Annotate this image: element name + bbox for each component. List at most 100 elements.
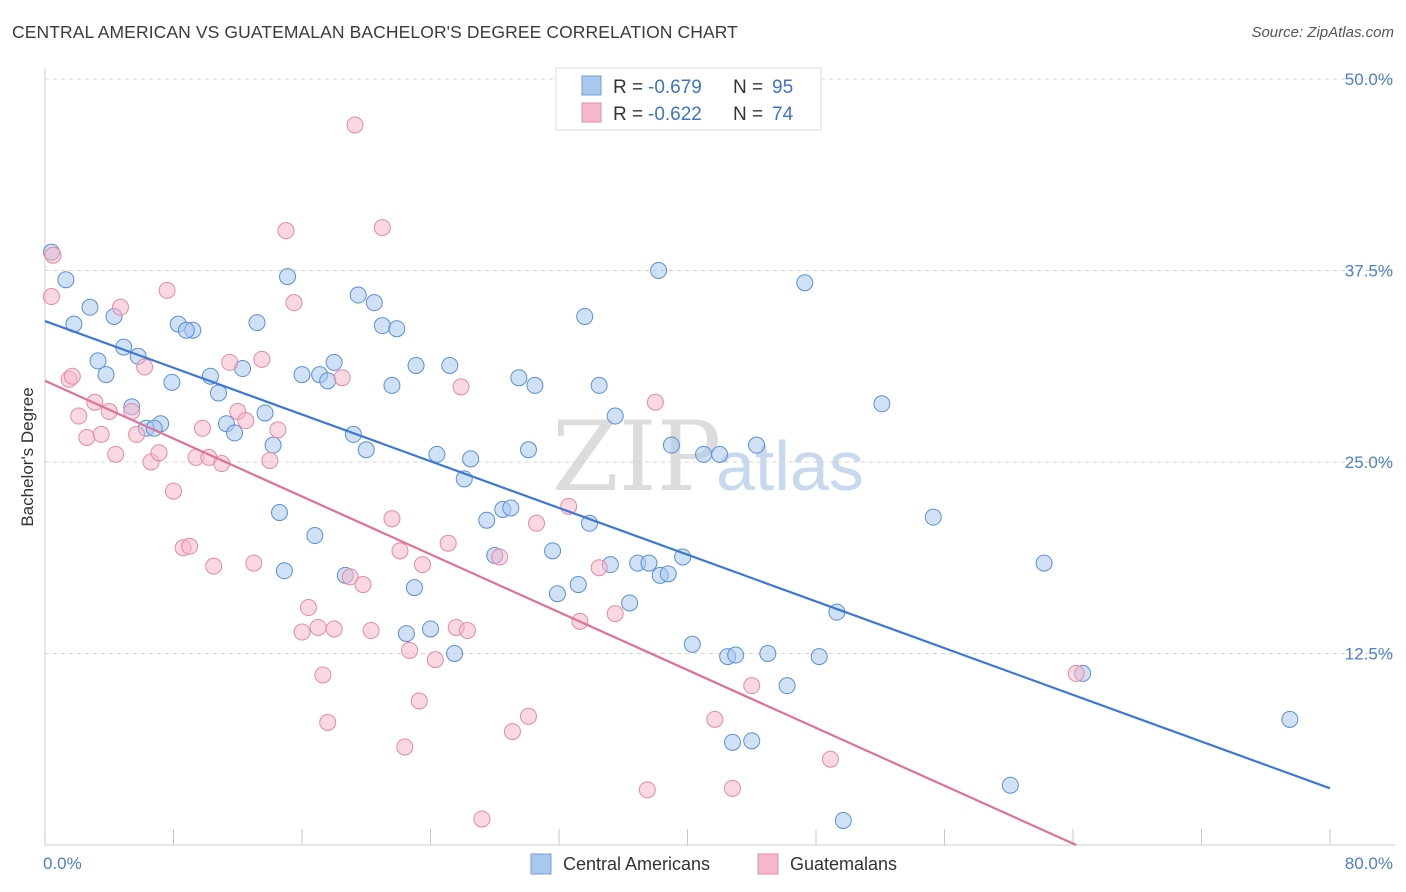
- data-point: [452, 378, 470, 396]
- data-point: [810, 648, 828, 666]
- data-point: [924, 508, 942, 526]
- data-point: [569, 576, 587, 594]
- y-axis-tick-labels: 12.5% 25.0% 37.5% 50.0%: [1345, 70, 1393, 664]
- data-point: [81, 298, 99, 316]
- data-point: [177, 321, 195, 339]
- bottom-legend-label-central-americans: Central Americans: [563, 854, 710, 874]
- data-point: [89, 352, 107, 370]
- data-point: [503, 723, 521, 741]
- data-point: [491, 548, 509, 566]
- y-tick-label: 37.5%: [1345, 262, 1393, 281]
- data-point: [743, 732, 761, 750]
- legend-r-label-1: R =: [613, 77, 643, 98]
- data-point: [333, 369, 351, 387]
- data-point: [519, 441, 537, 459]
- data-point: [293, 366, 311, 384]
- data-point: [111, 298, 129, 316]
- data-point: [354, 576, 372, 594]
- data-point: [275, 562, 293, 580]
- data-point: [458, 622, 476, 640]
- data-point: [606, 407, 624, 425]
- x-tick-label-min: 0.0%: [43, 854, 82, 873]
- data-point: [325, 620, 343, 638]
- bottom-legend-swatch-central-americans: [530, 853, 552, 875]
- axes: [44, 68, 1395, 846]
- data-point: [796, 274, 814, 292]
- data-point: [388, 320, 406, 338]
- data-point: [193, 419, 211, 437]
- data-point: [426, 651, 444, 669]
- data-point: [92, 425, 110, 443]
- data-point: [349, 286, 367, 304]
- legend-n-value-2: 74: [772, 104, 794, 125]
- data-point: [299, 599, 317, 617]
- data-point: [711, 445, 729, 463]
- data-point: [128, 425, 146, 443]
- data-point: [256, 404, 274, 422]
- data-point: [325, 353, 343, 371]
- data-point: [319, 713, 337, 731]
- chart-title: CENTRAL AMERICAN VS GUATEMALAN BACHELOR'…: [12, 22, 738, 42]
- y-tick-label: 12.5%: [1345, 645, 1393, 664]
- data-point: [362, 622, 380, 640]
- data-point: [57, 271, 75, 289]
- data-point: [279, 268, 297, 286]
- bottom-legend-swatch-guatemalans: [757, 853, 779, 875]
- data-point: [834, 811, 852, 829]
- legend-swatch-guatemalans: [581, 102, 602, 123]
- data-point: [397, 625, 415, 643]
- data-point: [107, 445, 125, 463]
- data-point: [306, 527, 324, 545]
- data-point: [373, 317, 391, 335]
- data-point: [606, 605, 624, 623]
- data-point: [285, 294, 303, 312]
- trend-lines: [44, 320, 1331, 847]
- y-tick-label: 50.0%: [1345, 70, 1393, 89]
- data-point: [646, 393, 664, 411]
- watermark-atlas: atlas: [716, 427, 864, 505]
- data-point: [357, 441, 375, 459]
- data-point: [165, 482, 182, 500]
- data-point: [209, 384, 227, 402]
- data-point: [63, 367, 81, 385]
- data-point: [821, 750, 839, 768]
- data-point: [462, 450, 480, 468]
- data-point: [253, 350, 271, 368]
- data-point: [163, 373, 181, 391]
- y-tick-label: 25.0%: [1345, 453, 1393, 472]
- y-axis-title: Bachelor's Degree: [18, 387, 37, 526]
- data-point: [261, 451, 279, 469]
- data-point: [319, 372, 337, 390]
- data-point: [723, 779, 741, 797]
- data-point: [136, 358, 154, 376]
- stats-legend: R = -0.679 N = 95 R = -0.622 N = 74: [555, 67, 822, 131]
- data-point: [158, 281, 176, 299]
- data-point: [422, 620, 439, 638]
- data-point: [428, 445, 446, 463]
- watermark-zip: ZIP: [552, 401, 721, 513]
- data-point: [150, 444, 168, 462]
- data-point: [226, 424, 244, 442]
- data-point: [396, 738, 414, 756]
- data-point: [662, 436, 680, 454]
- data-point: [473, 810, 491, 828]
- data-point: [727, 646, 745, 664]
- data-point: [446, 645, 464, 662]
- data-point: [42, 288, 60, 306]
- data-point: [309, 618, 327, 636]
- data-point: [373, 219, 391, 237]
- data-point: [526, 376, 544, 394]
- data-point: [590, 376, 608, 394]
- legend-n-value-1: 95: [772, 77, 793, 98]
- data-point: [44, 246, 62, 264]
- data-point: [269, 421, 287, 439]
- x-axis-ticks: [44, 829, 1331, 845]
- data-point: [383, 510, 401, 528]
- legend-r-label-2: R =: [613, 104, 643, 125]
- data-point: [502, 499, 520, 517]
- data-point: [650, 262, 668, 279]
- legend-n-label-1: N =: [733, 77, 763, 98]
- data-point: [181, 537, 199, 555]
- data-point: [237, 412, 255, 430]
